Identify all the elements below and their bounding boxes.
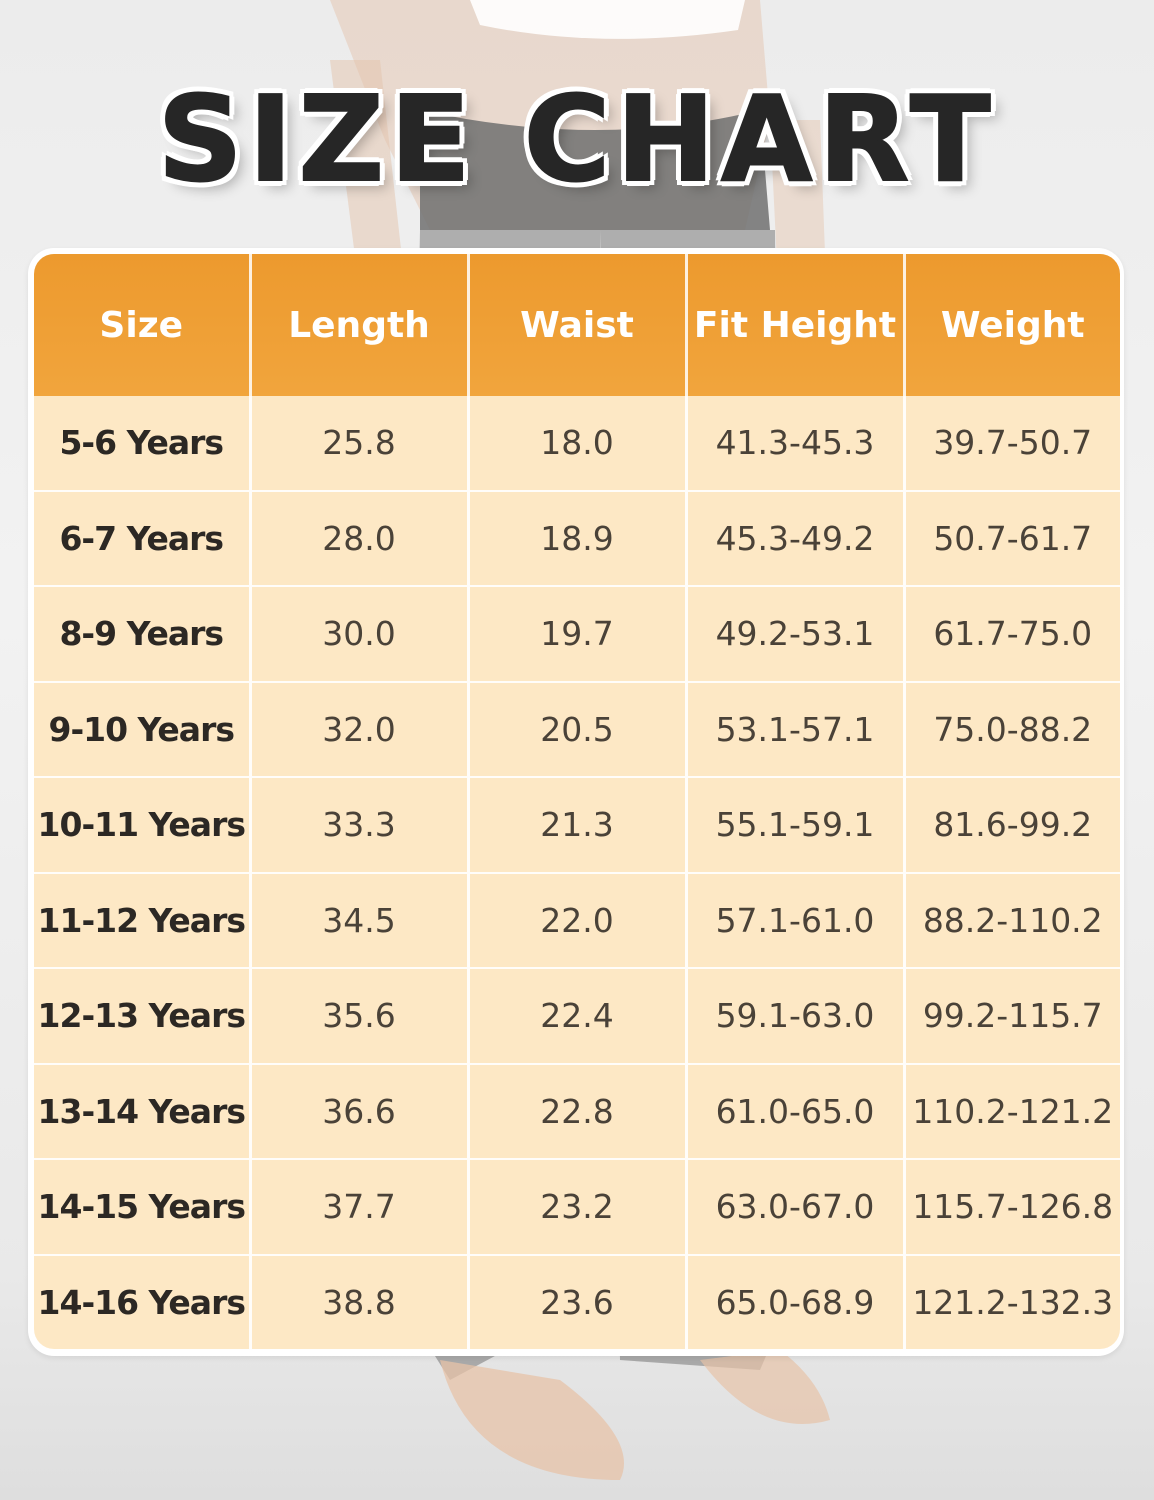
size-cell: 10-11 Years [34,777,252,874]
fit-height-cell: 49.2-53.1 [686,586,906,683]
length-cell: 36.6 [250,1063,470,1160]
waist-cell: 19.7 [468,586,688,683]
fit-height-cell: 65.0-68.9 [686,1254,906,1349]
weight-cell: 61.7-75.0 [904,586,1120,683]
waist-cell: 22.8 [468,1063,688,1160]
weight-cell: 50.7-61.7 [904,490,1120,587]
weight-cell: 99.2-115.7 [904,968,1120,1065]
table-row: 11-12 Years 34.5 22.0 57.1-61.0 88.2-110… [34,872,1120,969]
length-cell: 30.0 [250,586,470,683]
fit-height-cell: 61.0-65.0 [686,1063,906,1160]
weight-cell: 81.6-99.2 [904,777,1120,874]
length-cell: 37.7 [250,1159,470,1256]
size-cell: 13-14 Years [34,1063,252,1160]
waist-cell: 22.4 [468,968,688,1065]
column-header-fit-height: Fit Height [686,254,906,396]
length-cell: 34.5 [250,872,470,969]
size-chart-table: Size Length Waist Fit Height Weight 5-6 … [34,254,1120,1349]
fit-height-cell: 41.3-45.3 [686,396,906,492]
size-cell: 14-15 Years [34,1159,252,1256]
weight-cell: 115.7-126.8 [904,1159,1120,1256]
fit-height-cell: 45.3-49.2 [686,490,906,587]
header-row: Size Length Waist Fit Height Weight [34,254,1120,396]
column-header-waist: Waist [468,254,688,396]
size-cell: 5-6 Years [34,396,252,492]
table-row: 9-10 Years 32.0 20.5 53.1-57.1 75.0-88.2 [34,681,1120,778]
size-cell: 11-12 Years [34,872,252,969]
waist-cell: 18.9 [468,490,688,587]
table-row: 12-13 Years 35.6 22.4 59.1-63.0 99.2-115… [34,968,1120,1065]
length-cell: 25.8 [250,396,470,492]
table-row: 13-14 Years 36.6 22.8 61.0-65.0 110.2-12… [34,1063,1120,1160]
fit-height-cell: 57.1-61.0 [686,872,906,969]
column-header-size: Size [34,254,252,396]
waist-cell: 18.0 [468,396,688,492]
column-header-length: Length [250,254,470,396]
table-row: 14-16 Years 38.8 23.6 65.0-68.9 121.2-13… [34,1254,1120,1349]
size-cell: 9-10 Years [34,681,252,778]
size-cell: 14-16 Years [34,1254,252,1349]
table-row: 10-11 Years 33.3 21.3 55.1-59.1 81.6-99.… [34,777,1120,874]
length-cell: 28.0 [250,490,470,587]
table-row: 5-6 Years 25.8 18.0 41.3-45.3 39.7-50.7 [34,396,1120,492]
length-cell: 33.3 [250,777,470,874]
waist-cell: 23.2 [468,1159,688,1256]
fit-height-cell: 55.1-59.1 [686,777,906,874]
size-cell: 6-7 Years [34,490,252,587]
page-title: SIZE CHART [157,70,997,208]
length-cell: 32.0 [250,681,470,778]
table-row: 14-15 Years 37.7 23.2 63.0-67.0 115.7-12… [34,1159,1120,1256]
size-cell: 8-9 Years [34,586,252,683]
waist-cell: 23.6 [468,1254,688,1349]
length-cell: 35.6 [250,968,470,1065]
table-row: 6-7 Years 28.0 18.9 45.3-49.2 50.7-61.7 [34,490,1120,587]
weight-cell: 75.0-88.2 [904,681,1120,778]
waist-cell: 22.0 [468,872,688,969]
fit-height-cell: 59.1-63.0 [686,968,906,1065]
weight-cell: 121.2-132.3 [904,1254,1120,1349]
size-cell: 12-13 Years [34,968,252,1065]
waist-cell: 21.3 [468,777,688,874]
waist-cell: 20.5 [468,681,688,778]
column-header-weight: Weight [904,254,1120,396]
fit-height-cell: 53.1-57.1 [686,681,906,778]
weight-cell: 110.2-121.2 [904,1063,1120,1160]
length-cell: 38.8 [250,1254,470,1349]
weight-cell: 39.7-50.7 [904,396,1120,492]
fit-height-cell: 63.0-67.0 [686,1159,906,1256]
weight-cell: 88.2-110.2 [904,872,1120,969]
table-row: 8-9 Years 30.0 19.7 49.2-53.1 61.7-75.0 [34,586,1120,683]
